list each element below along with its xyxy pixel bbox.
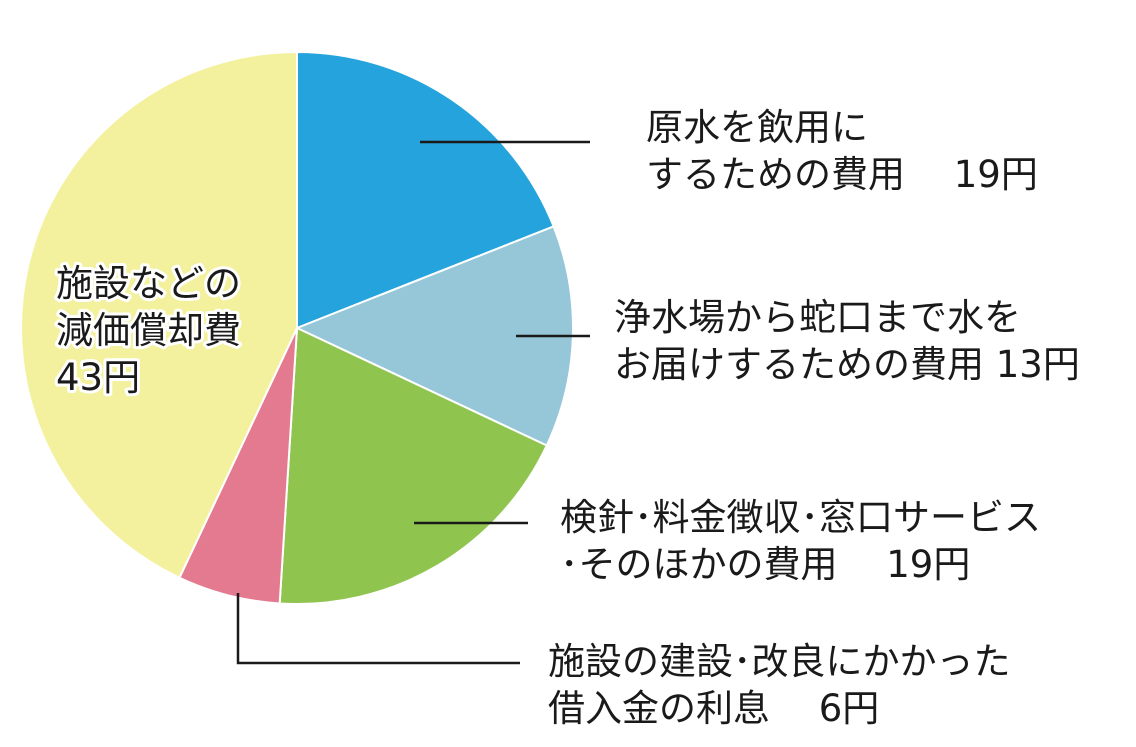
pie-slice-meter-service — [278, 326, 549, 605]
leader-lines — [236, 140, 590, 665]
slice-label-line: ･そのほかの費用 19円 — [560, 543, 970, 586]
slice-label-line: 原水を飲用に — [646, 106, 868, 149]
slice-label-line: お届けするための費用 13円 — [614, 343, 1080, 386]
pie-slices — [20, 50, 574, 605]
leader-line-interest — [236, 593, 520, 665]
pie-slice-raw-water — [296, 50, 555, 330]
slice-label-delivery: 浄水場から蛇口まで水をお届けするための費用 13円 — [614, 296, 1080, 386]
slice-label-meter-service: 検針･料金徴収･窓口サービス･そのほかの費用 19円 — [560, 496, 1041, 586]
slice-label-line: するための費用 19円 — [646, 153, 1038, 196]
slice-label-line: 減価償却費 — [56, 309, 241, 352]
slice-label-line: 借入金の利息 6円 — [548, 687, 879, 730]
slice-label-line: 浄水場から蛇口まで水を — [614, 296, 1021, 339]
slice-label-depreciation: 施設などの減価償却費 43円 — [56, 262, 241, 399]
slice-label-raw-water: 原水を飲用にするための費用 19円 — [646, 106, 1038, 196]
slice-label-line: 43円 — [56, 356, 140, 399]
slice-label-line: 施設などの — [56, 262, 241, 305]
slice-label-interest: 施設の建設･改良にかかった借入金の利息 6円 — [548, 640, 1011, 730]
pie-slice-depreciation — [20, 50, 298, 580]
slice-label-line: 施設の建設･改良にかかった — [548, 640, 1011, 683]
slice-label-line: 検針･料金徴収･窓口サービス — [560, 496, 1041, 539]
